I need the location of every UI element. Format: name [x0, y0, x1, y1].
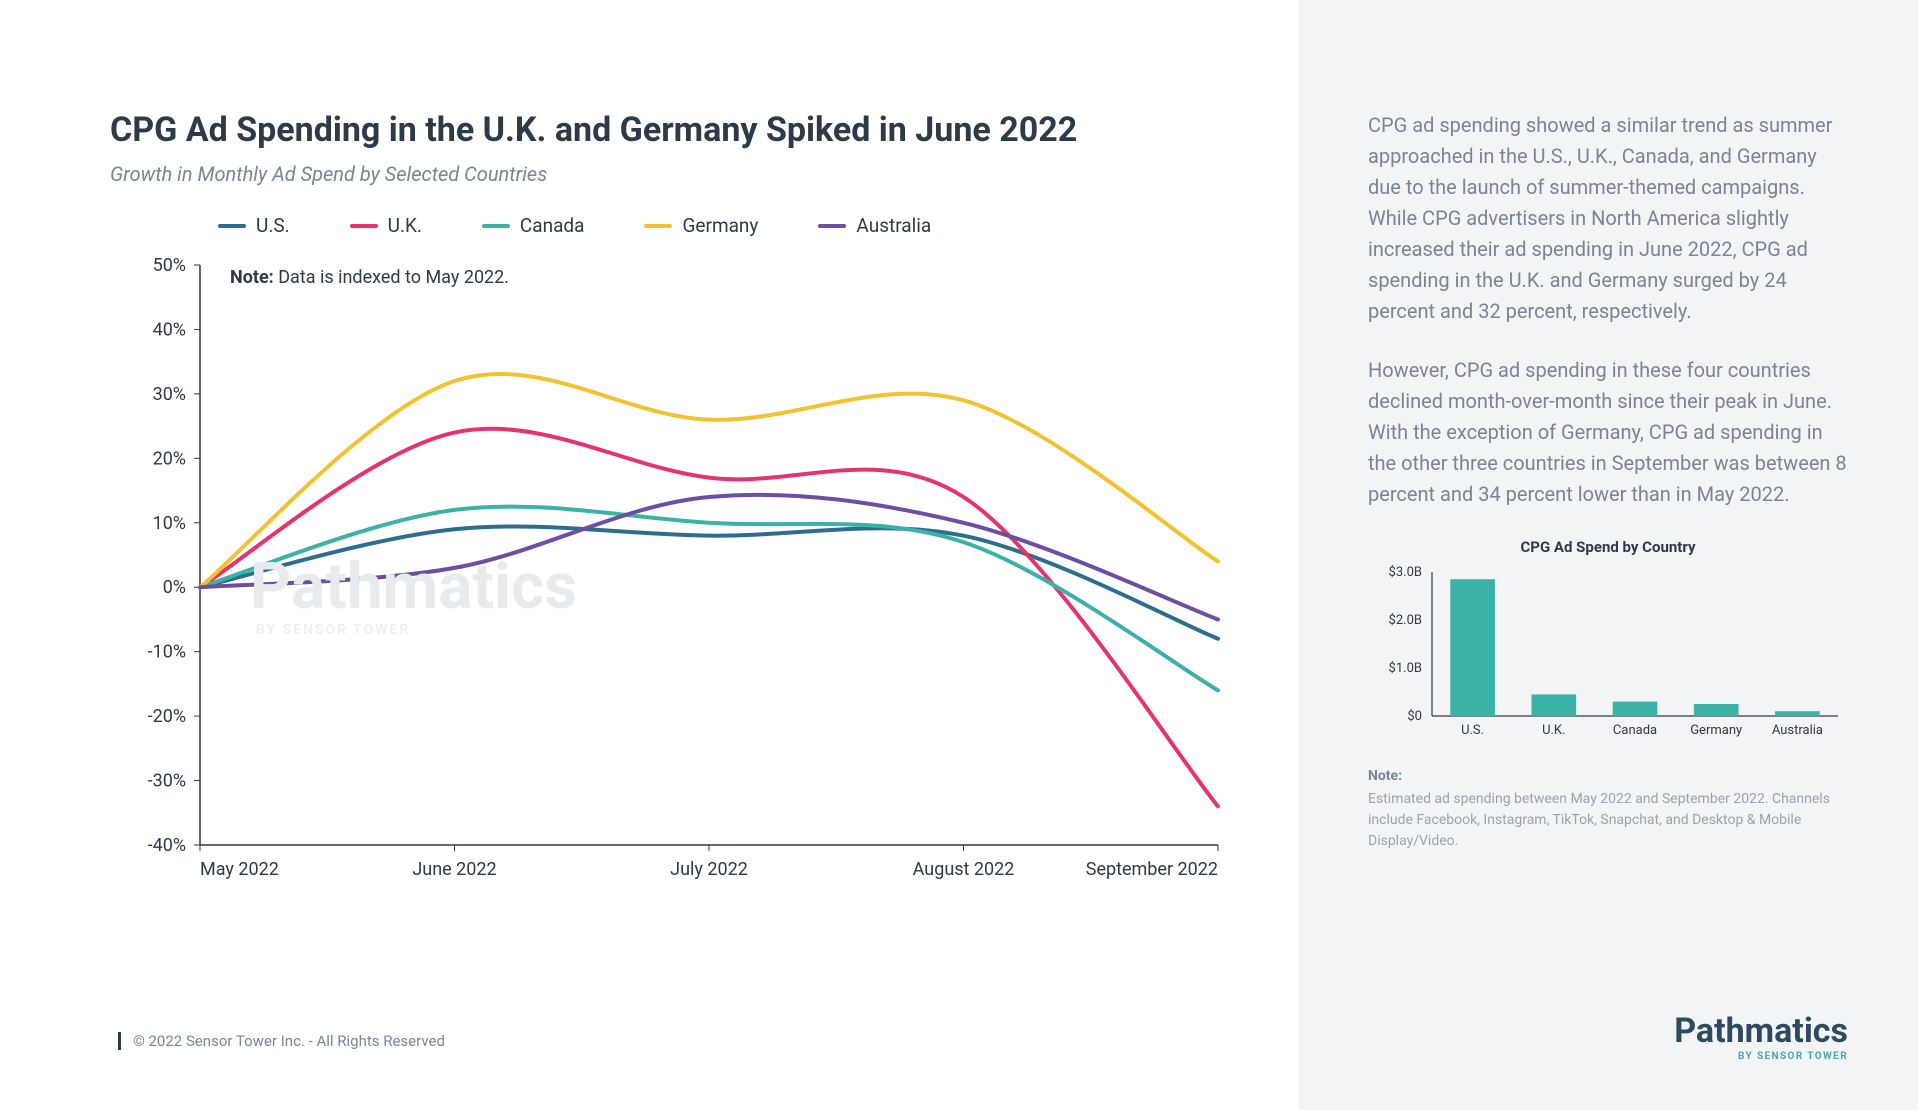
svg-text:$2.0B: $2.0B [1389, 613, 1422, 628]
svg-text:-40%: -40% [148, 835, 186, 856]
svg-text:May 2022: May 2022 [200, 859, 279, 880]
line-uk [200, 429, 1218, 807]
svg-text:June 2022: June 2022 [412, 859, 496, 880]
svg-text:30%: 30% [153, 384, 186, 405]
svg-text:50%: 50% [153, 255, 186, 276]
chart-subtitle: Growth in Monthly Ad Spend by Selected C… [110, 162, 1238, 186]
legend-label: U.K. [388, 214, 422, 237]
bar-chart-container: CPG Ad Spend by Country $0 $1.0B $2.0B $3.0… [1368, 538, 1848, 766]
legend-label: Canada [520, 214, 585, 237]
svg-text:Germany: Germany [1690, 723, 1742, 738]
svg-text:U.K.: U.K. [1542, 723, 1565, 738]
side-paragraph-1: CPG ad spending showed a similar trend a… [1368, 110, 1848, 327]
svg-text:Canada: Canada [1613, 723, 1657, 738]
svg-text:Australia: Australia [1772, 723, 1823, 738]
bar-U.S. [1450, 579, 1495, 716]
svg-text:$3.0B: $3.0B [1389, 565, 1422, 580]
legend-swatch [218, 224, 246, 228]
svg-text:10%: 10% [153, 513, 186, 534]
svg-text:-10%: -10% [148, 642, 186, 663]
legend-swatch [482, 224, 510, 228]
svg-text:-20%: -20% [148, 706, 186, 727]
bar-Australia [1775, 711, 1820, 716]
chart-title: CPG Ad Spending in the U.K. and Germany … [110, 110, 1238, 150]
copyright: © 2022 Sensor Tower Inc. - All Rights Re… [118, 1032, 445, 1050]
line-chart: Note: Data is indexed to May 2022. Pathm… [110, 255, 1238, 895]
legend-swatch [818, 224, 846, 228]
bar-chart-svg: $0 $1.0B $2.0B $3.0B U.S. U.K. Canada Germany Au… [1368, 564, 1848, 744]
legend-item-canada: Canada [482, 214, 585, 237]
legend: U.S. U.K. Canada Germany Australia [110, 214, 1238, 237]
svg-text:-30%: -30% [148, 771, 186, 792]
line-us [200, 526, 1218, 638]
legend-label: U.S. [256, 214, 290, 237]
bar-U.K. [1531, 694, 1576, 716]
side-note: Note: Estimated ad spending between May … [1368, 766, 1848, 852]
main-panel: CPG Ad Spending in the U.K. and Germany … [0, 0, 1298, 1110]
legend-label: Germany [682, 214, 758, 237]
svg-text:U.S.: U.S. [1461, 723, 1484, 738]
svg-text:40%: 40% [153, 319, 186, 340]
legend-label: Australia [856, 214, 931, 237]
bar-Canada [1613, 702, 1658, 716]
legend-item-australia: Australia [818, 214, 931, 237]
brand-logo: Pathmatics BY SENSOR TOWER [1674, 1011, 1848, 1062]
side-paragraph-2: However, CPG ad spending in these four c… [1368, 355, 1848, 510]
svg-text:$1.0B: $1.0B [1389, 661, 1422, 676]
svg-text:$0: $0 [1407, 709, 1422, 724]
legend-swatch [350, 224, 378, 228]
side-panel: CPG ad spending showed a similar trend a… [1298, 0, 1918, 1110]
svg-text:September 2022: September 2022 [1086, 859, 1218, 880]
legend-item-us: U.S. [218, 214, 290, 237]
chart-note: Note: Data is indexed to May 2022. [230, 267, 509, 288]
bar-Germany [1694, 704, 1739, 716]
legend-item-uk: U.K. [350, 214, 422, 237]
svg-text:20%: 20% [153, 448, 186, 469]
line-chart-svg: -40% -30% -20% -10% 0% 10% 20% 30% 40% 50% May 202… [110, 255, 1238, 895]
svg-text:August 2022: August 2022 [913, 859, 1015, 880]
bar-chart-title: CPG Ad Spend by Country [1368, 538, 1848, 556]
legend-item-germany: Germany [644, 214, 758, 237]
legend-swatch [644, 224, 672, 228]
svg-text:July 2022: July 2022 [670, 859, 748, 880]
svg-text:0%: 0% [163, 577, 186, 598]
